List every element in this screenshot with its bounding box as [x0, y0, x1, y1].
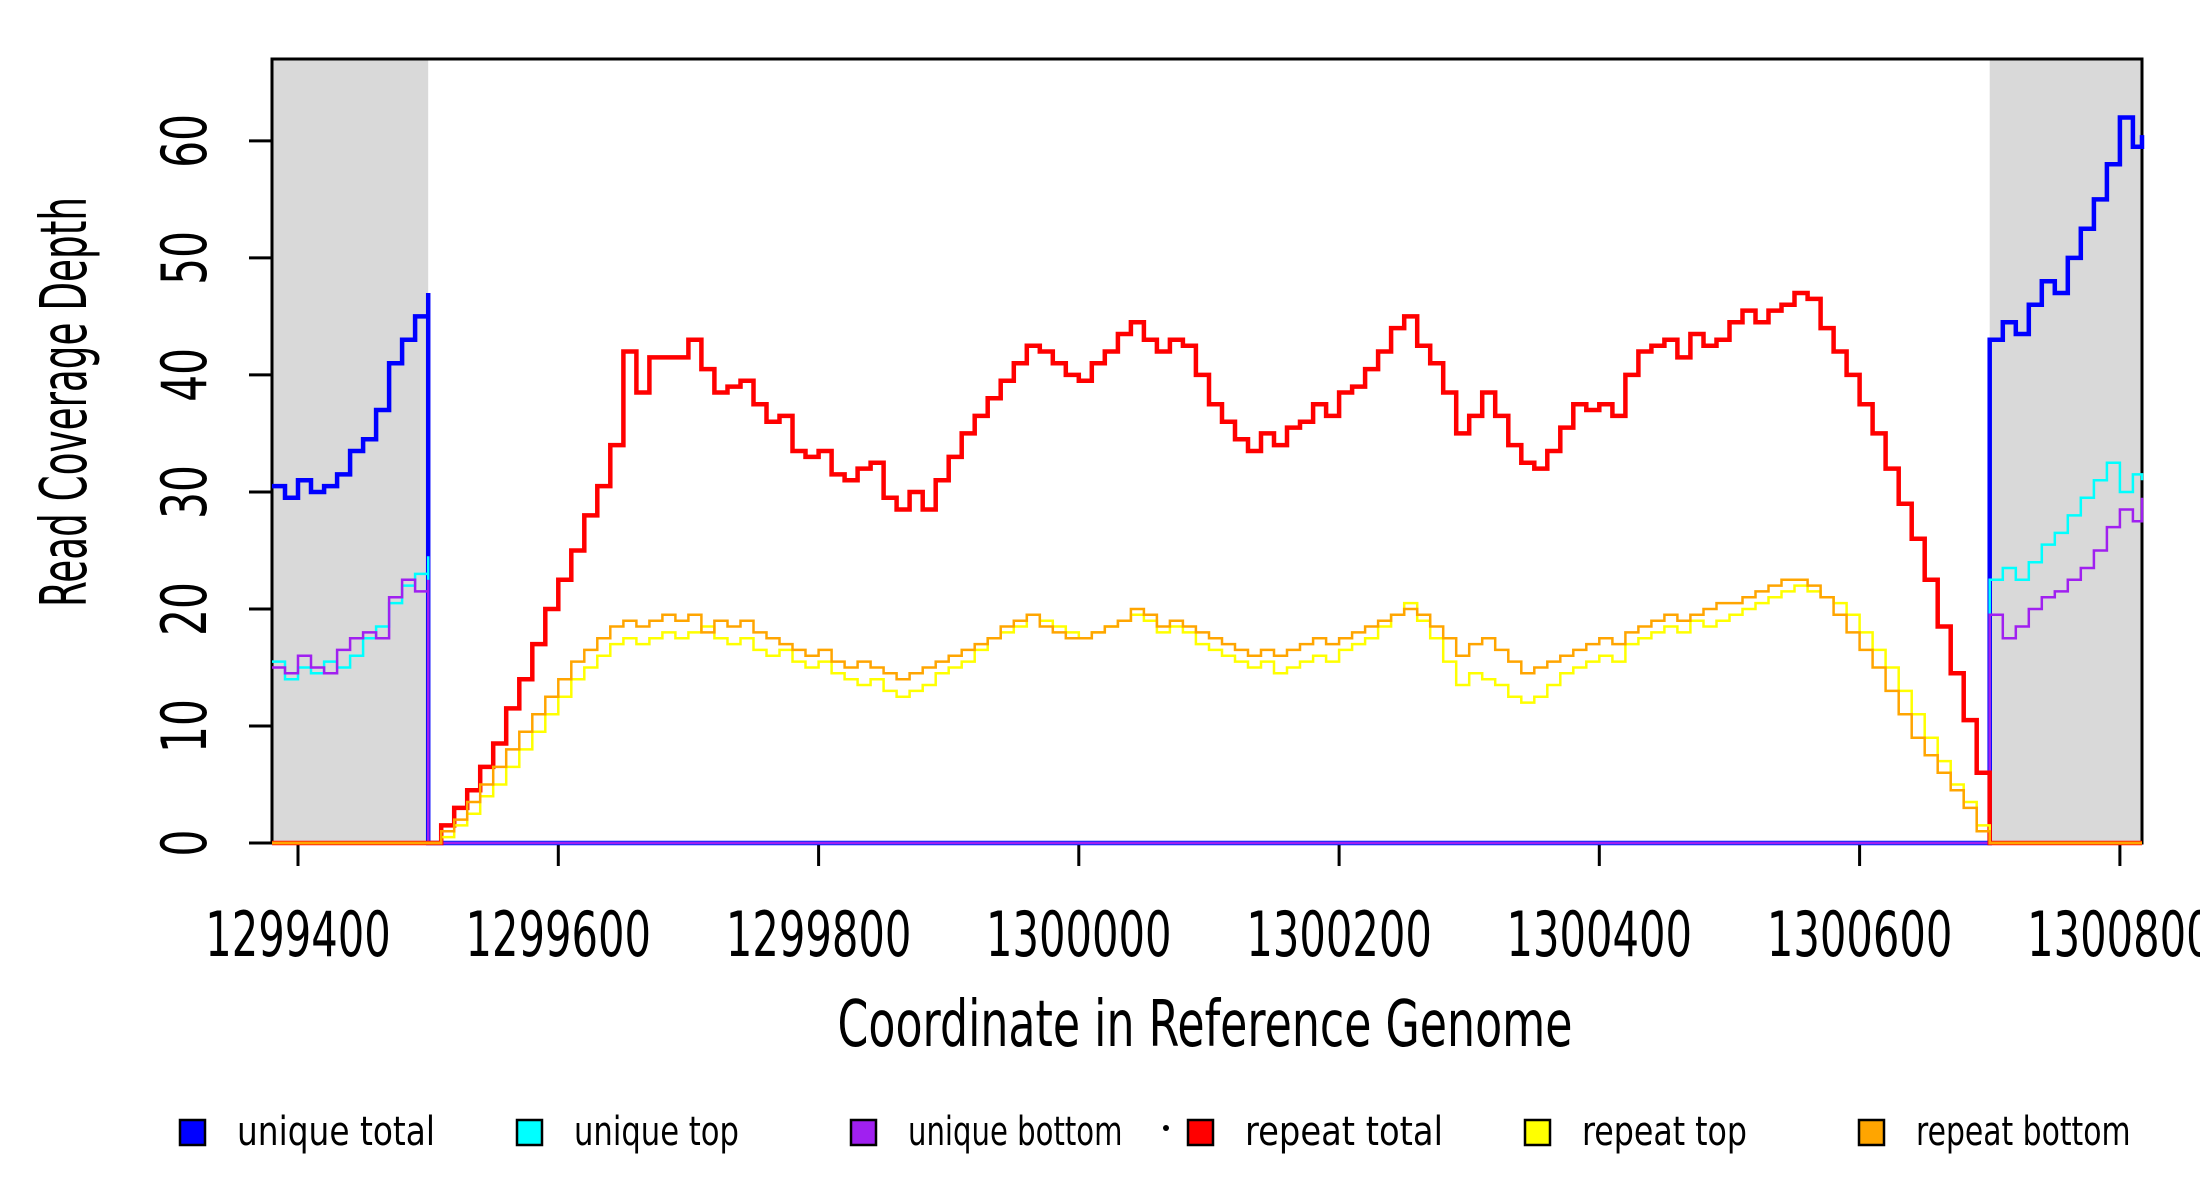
plot-frame	[270, 57, 2144, 845]
y-tick-label: 50	[148, 231, 221, 285]
legend: unique total unique top unique bottom repea…	[178, 1109, 2131, 1155]
legend-swatch-unique-top	[515, 1118, 544, 1147]
series-line-repeat-top	[272, 584, 2142, 845]
y-tick-label: 30	[148, 465, 221, 519]
y-tick-label: 20	[148, 582, 221, 636]
legend-label-unique-bottom: unique bottom	[908, 1109, 1123, 1155]
y-tick-label: 40	[148, 348, 221, 402]
x-tick-label: 1300400	[1507, 898, 1693, 971]
y-tick-label: 0	[148, 830, 221, 857]
series-lines	[272, 115, 2145, 846]
series-line-unique-top	[272, 461, 2144, 845]
legend-label-unique-top: unique top	[574, 1109, 739, 1155]
x-tick-label: 1300600	[1767, 898, 1953, 971]
x-tick-label: 1300800	[2027, 898, 2200, 971]
legend-swatch-repeat-bottom	[1857, 1118, 1886, 1147]
y-tick-label: 10	[148, 699, 221, 753]
shaded-regions	[272, 59, 2142, 843]
series-line-repeat-bottom	[272, 578, 2142, 845]
stray-mark	[1163, 1125, 1169, 1131]
legend-label-repeat-top: repeat top	[1582, 1109, 1747, 1155]
x-tick-label: 1299800	[726, 898, 912, 971]
series-line-repeat-total	[272, 290, 2142, 846]
x-tick-label: 1299400	[205, 898, 391, 971]
shaded-region	[1989, 59, 2142, 843]
x-tick-label: 1300200	[1246, 898, 1432, 971]
x-tick-label: 1299600	[466, 898, 652, 971]
x-tick-label: 1300000	[986, 898, 1172, 971]
y-axis-title: Read Coverage Depth	[28, 197, 102, 607]
y-axis: 0 10 20 30 40 50 60	[148, 114, 272, 857]
legend-swatch-repeat-top	[1523, 1118, 1552, 1147]
legend-label-repeat-bottom: repeat bottom	[1916, 1109, 2131, 1155]
legend-swatch-repeat-total	[1186, 1118, 1215, 1147]
series-line-unique-bottom	[272, 497, 2144, 845]
series-line-unique-total	[272, 115, 2145, 846]
legend-label-unique-total: unique total	[237, 1109, 435, 1155]
legend-label-repeat-total: repeat total	[1245, 1109, 1443, 1155]
legend-swatch-unique-bottom	[849, 1118, 878, 1147]
legend-swatch-unique-total	[178, 1118, 207, 1147]
y-tick-label: 60	[148, 114, 221, 168]
x-axis: 1299400 1299600 1299800 1300000 1300200 13004…	[205, 843, 2200, 971]
x-axis-title: Coordinate in Reference Genome	[838, 988, 1573, 1062]
